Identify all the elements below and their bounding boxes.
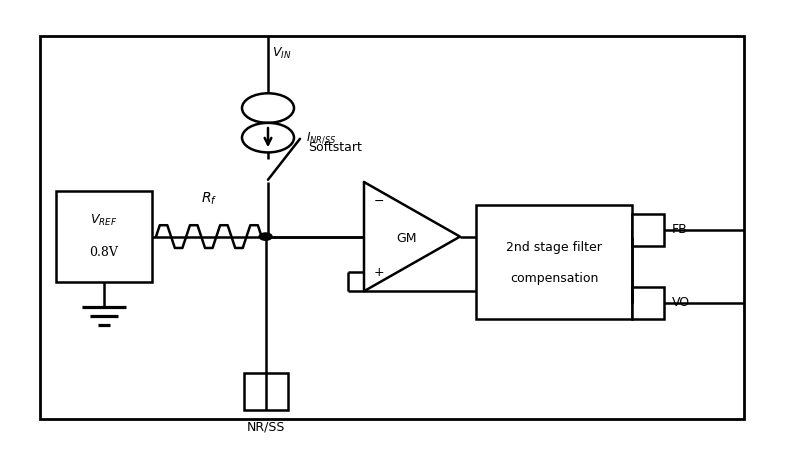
Text: 0.8V: 0.8V	[90, 246, 118, 259]
Bar	[632, 214, 664, 246]
Text: $R_f$: $R_f$	[201, 191, 217, 207]
Bar	[476, 205, 632, 318]
Text: GM: GM	[396, 233, 417, 245]
Text: FB: FB	[672, 223, 688, 236]
Bar	[244, 373, 288, 410]
Bar	[632, 287, 664, 318]
Bar	[56, 191, 152, 282]
Text: 2nd stage filter: 2nd stage filter	[506, 242, 602, 254]
Text: $V_{IN}$: $V_{IN}$	[272, 46, 291, 61]
Text: NR/SS: NR/SS	[247, 421, 285, 434]
Text: $V_{REF}$: $V_{REF}$	[90, 213, 118, 228]
Text: $I_{NR/SS}$: $I_{NR/SS}$	[306, 130, 336, 145]
Text: Softstart: Softstart	[308, 142, 362, 154]
Text: −: −	[374, 195, 384, 207]
Text: VO: VO	[672, 296, 690, 309]
Text: +: +	[374, 266, 384, 278]
Bar	[40, 36, 744, 419]
Text: compensation: compensation	[510, 272, 598, 285]
Circle shape	[259, 233, 272, 240]
